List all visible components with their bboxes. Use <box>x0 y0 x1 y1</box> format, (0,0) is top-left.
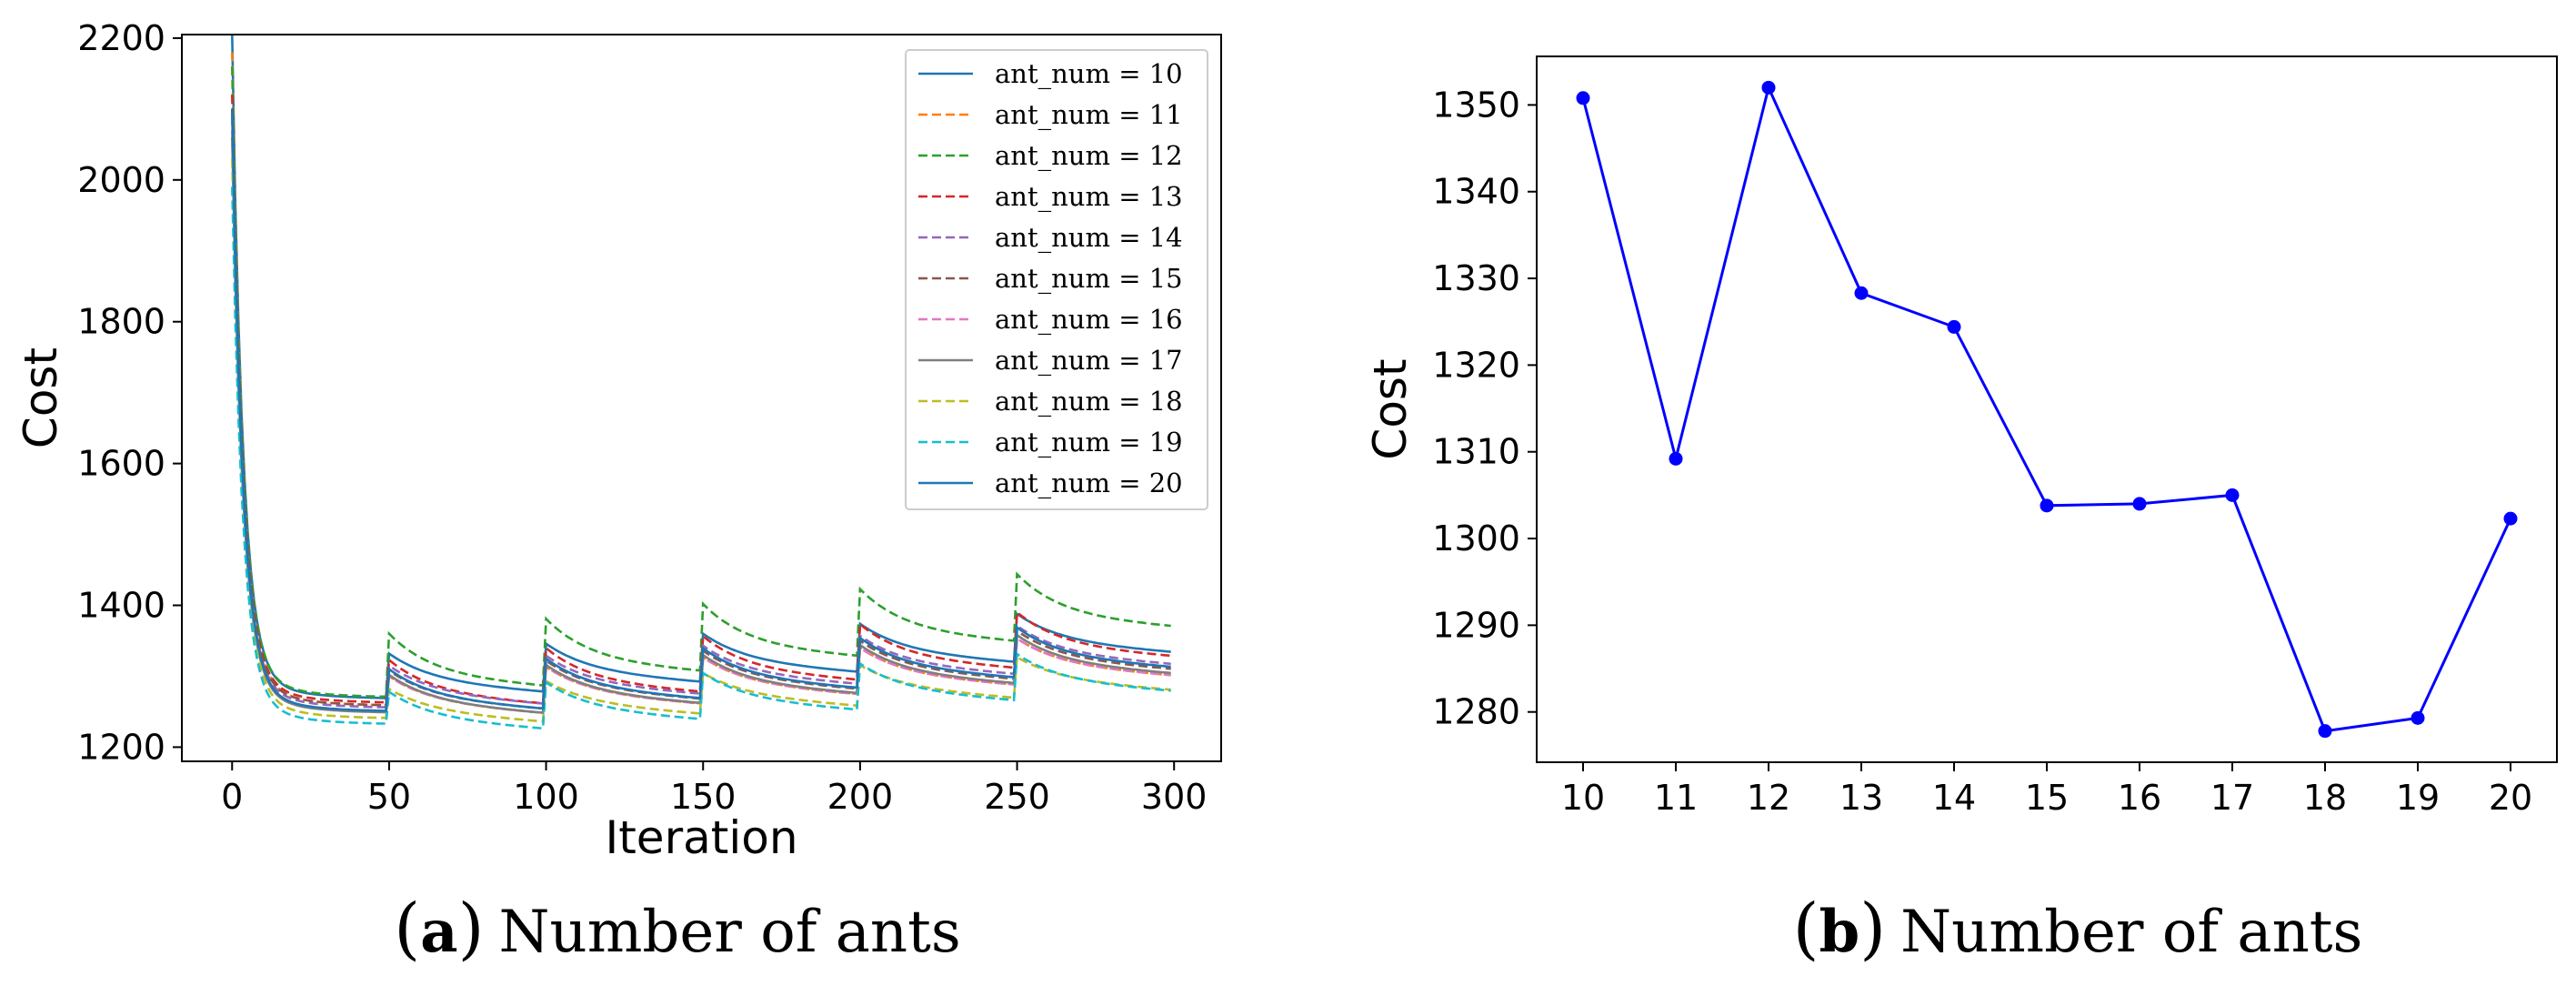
chart-b-y-tick-label: 1340 <box>1432 172 1520 212</box>
chart-a-x-tick-label: 250 <box>984 777 1050 817</box>
caption-a-close-paren: ) <box>458 890 485 968</box>
chart-b-x-tick-label: 20 <box>2489 778 2532 818</box>
chart-a-series-line <box>231 186 1171 730</box>
chart-b-plot-frame <box>1536 55 2558 763</box>
chart-a-y-tick-label: 1600 <box>77 444 165 484</box>
chart-a-x-tick-label: 100 <box>513 777 579 817</box>
chart-b-x-tick-label: 16 <box>2118 778 2161 818</box>
chart-a-legend-box <box>905 49 1208 510</box>
chart-a-legend-label: ant_num = 11 <box>995 99 1183 131</box>
chart-a-legend: ant_num = 10 ant_num = 11 ant_num = 12 ant_… <box>905 49 1208 510</box>
chart-a-legend-label: ant_num = 17 <box>995 345 1183 377</box>
chart-a-legend-label: ant_num = 10 <box>995 58 1183 90</box>
chart-b-point <box>2503 511 2518 526</box>
caption-b-letter: b <box>1819 898 1860 966</box>
chart-a-y-tick-label: 1400 <box>77 586 165 626</box>
chart-a-y-tick-label: 1200 <box>77 727 165 767</box>
chart-b-point <box>2411 710 2425 725</box>
chart-b-ticks: 10 11 12 13 14 15 16 17 18 19 20 1280 1290 1300 1310 13… <box>1432 85 2532 818</box>
caption-b-open-paren: ( <box>1793 890 1819 968</box>
chart-b-x-tick-label: 10 <box>1561 778 1605 818</box>
chart-b-y-tick-label: 1320 <box>1432 345 1520 385</box>
chart-b-x-tick-label: 13 <box>1839 778 1883 818</box>
chart-a-x-tick-label: 200 <box>827 777 894 817</box>
chart-a-legend-label: ant_num = 15 <box>995 263 1183 295</box>
chart-b-point <box>1854 286 1869 300</box>
chart-a-x-axis-title: Iteration <box>605 811 797 864</box>
chart-b-point <box>2318 724 2332 739</box>
chart-b-point <box>1576 91 1590 106</box>
caption-b-text: Number of ants <box>1900 899 2362 966</box>
chart-b-point <box>1669 451 1683 466</box>
caption-a: (a) Number of ants <box>394 890 960 968</box>
chart-b-point <box>1947 319 1961 334</box>
chart-b-x-tick-label: 11 <box>1654 778 1698 818</box>
chart-b: 10 11 12 13 14 15 16 17 18 19 20 1280 1290 1300 1310 13… <box>1364 55 2558 818</box>
chart-a-legend-label: ant_num = 18 <box>995 386 1183 418</box>
caption-b-close-paren: ) <box>1859 890 1886 968</box>
chart-a: 0 50 100 150 200 250 300 1200 1400 1600 1800 2000 22… <box>15 18 1222 864</box>
chart-a-legend-label: ant_num = 16 <box>995 304 1183 336</box>
caption-a-letter: a <box>420 898 457 966</box>
chart-b-x-tick-label: 19 <box>2396 778 2440 818</box>
chart-b-x-tick-label: 12 <box>1747 778 1790 818</box>
chart-b-point <box>2225 488 2240 502</box>
chart-b-y-axis-title: Cost <box>1364 358 1417 459</box>
chart-a-series-line <box>231 158 1171 723</box>
chart-a-series-lines <box>231 34 1171 730</box>
caption-a-text: Number of ants <box>499 899 961 966</box>
chart-b-series <box>1576 80 2518 739</box>
chart-a-y-tick-label: 1800 <box>77 302 165 342</box>
chart-a-x-tick-label: 50 <box>367 777 411 817</box>
chart-a-x-tick-label: 150 <box>670 777 737 817</box>
chart-a-x-tick-label: 300 <box>1141 777 1208 817</box>
chart-b-x-tick-label: 14 <box>1932 778 1976 818</box>
chart-a-y-tick-label: 2200 <box>77 18 165 58</box>
chart-b-y-tick-label: 1290 <box>1432 605 1520 645</box>
chart-a-y-axis-title: Cost <box>15 347 67 448</box>
caption-a-open-paren: ( <box>394 890 420 968</box>
chart-b-point <box>1761 80 1776 95</box>
chart-b-y-tick-label: 1300 <box>1432 518 1520 558</box>
caption-b: (b) Number of ants <box>1793 890 2363 968</box>
chart-b-y-tick-label: 1310 <box>1432 432 1520 472</box>
chart-a-plot-frame <box>181 34 1222 762</box>
chart-a-x-tick-label: 0 <box>221 777 243 817</box>
chart-b-series-line <box>1581 83 2512 733</box>
chart-a-series-line <box>231 66 1171 699</box>
chart-b-x-tick-label: 15 <box>2025 778 2069 818</box>
chart-a-legend-label: ant_num = 14 <box>995 222 1183 254</box>
chart-b-point <box>2040 498 2054 513</box>
chart-a-legend-label: ant_num = 12 <box>995 140 1183 172</box>
chart-b-y-tick-label: 1280 <box>1432 692 1520 732</box>
chart-a-series-line <box>231 108 1171 712</box>
chart-b-x-tick-label: 18 <box>2303 778 2347 818</box>
chart-b-y-tick-label: 1350 <box>1432 85 1520 125</box>
chart-b-y-tick-label: 1330 <box>1432 258 1520 298</box>
chart-a-ticks: 0 50 100 150 200 250 300 1200 1400 1600 1800 2000 22… <box>77 18 1207 817</box>
chart-b-point <box>2132 497 2147 511</box>
chart-b-x-tick-label: 17 <box>2210 778 2254 818</box>
chart-a-y-tick-label: 2000 <box>77 160 165 200</box>
chart-a-legend-label: ant_num = 19 <box>995 427 1183 458</box>
chart-a-legend-label: ant_num = 13 <box>995 181 1183 213</box>
chart-a-legend-label: ant_num = 20 <box>995 468 1183 499</box>
